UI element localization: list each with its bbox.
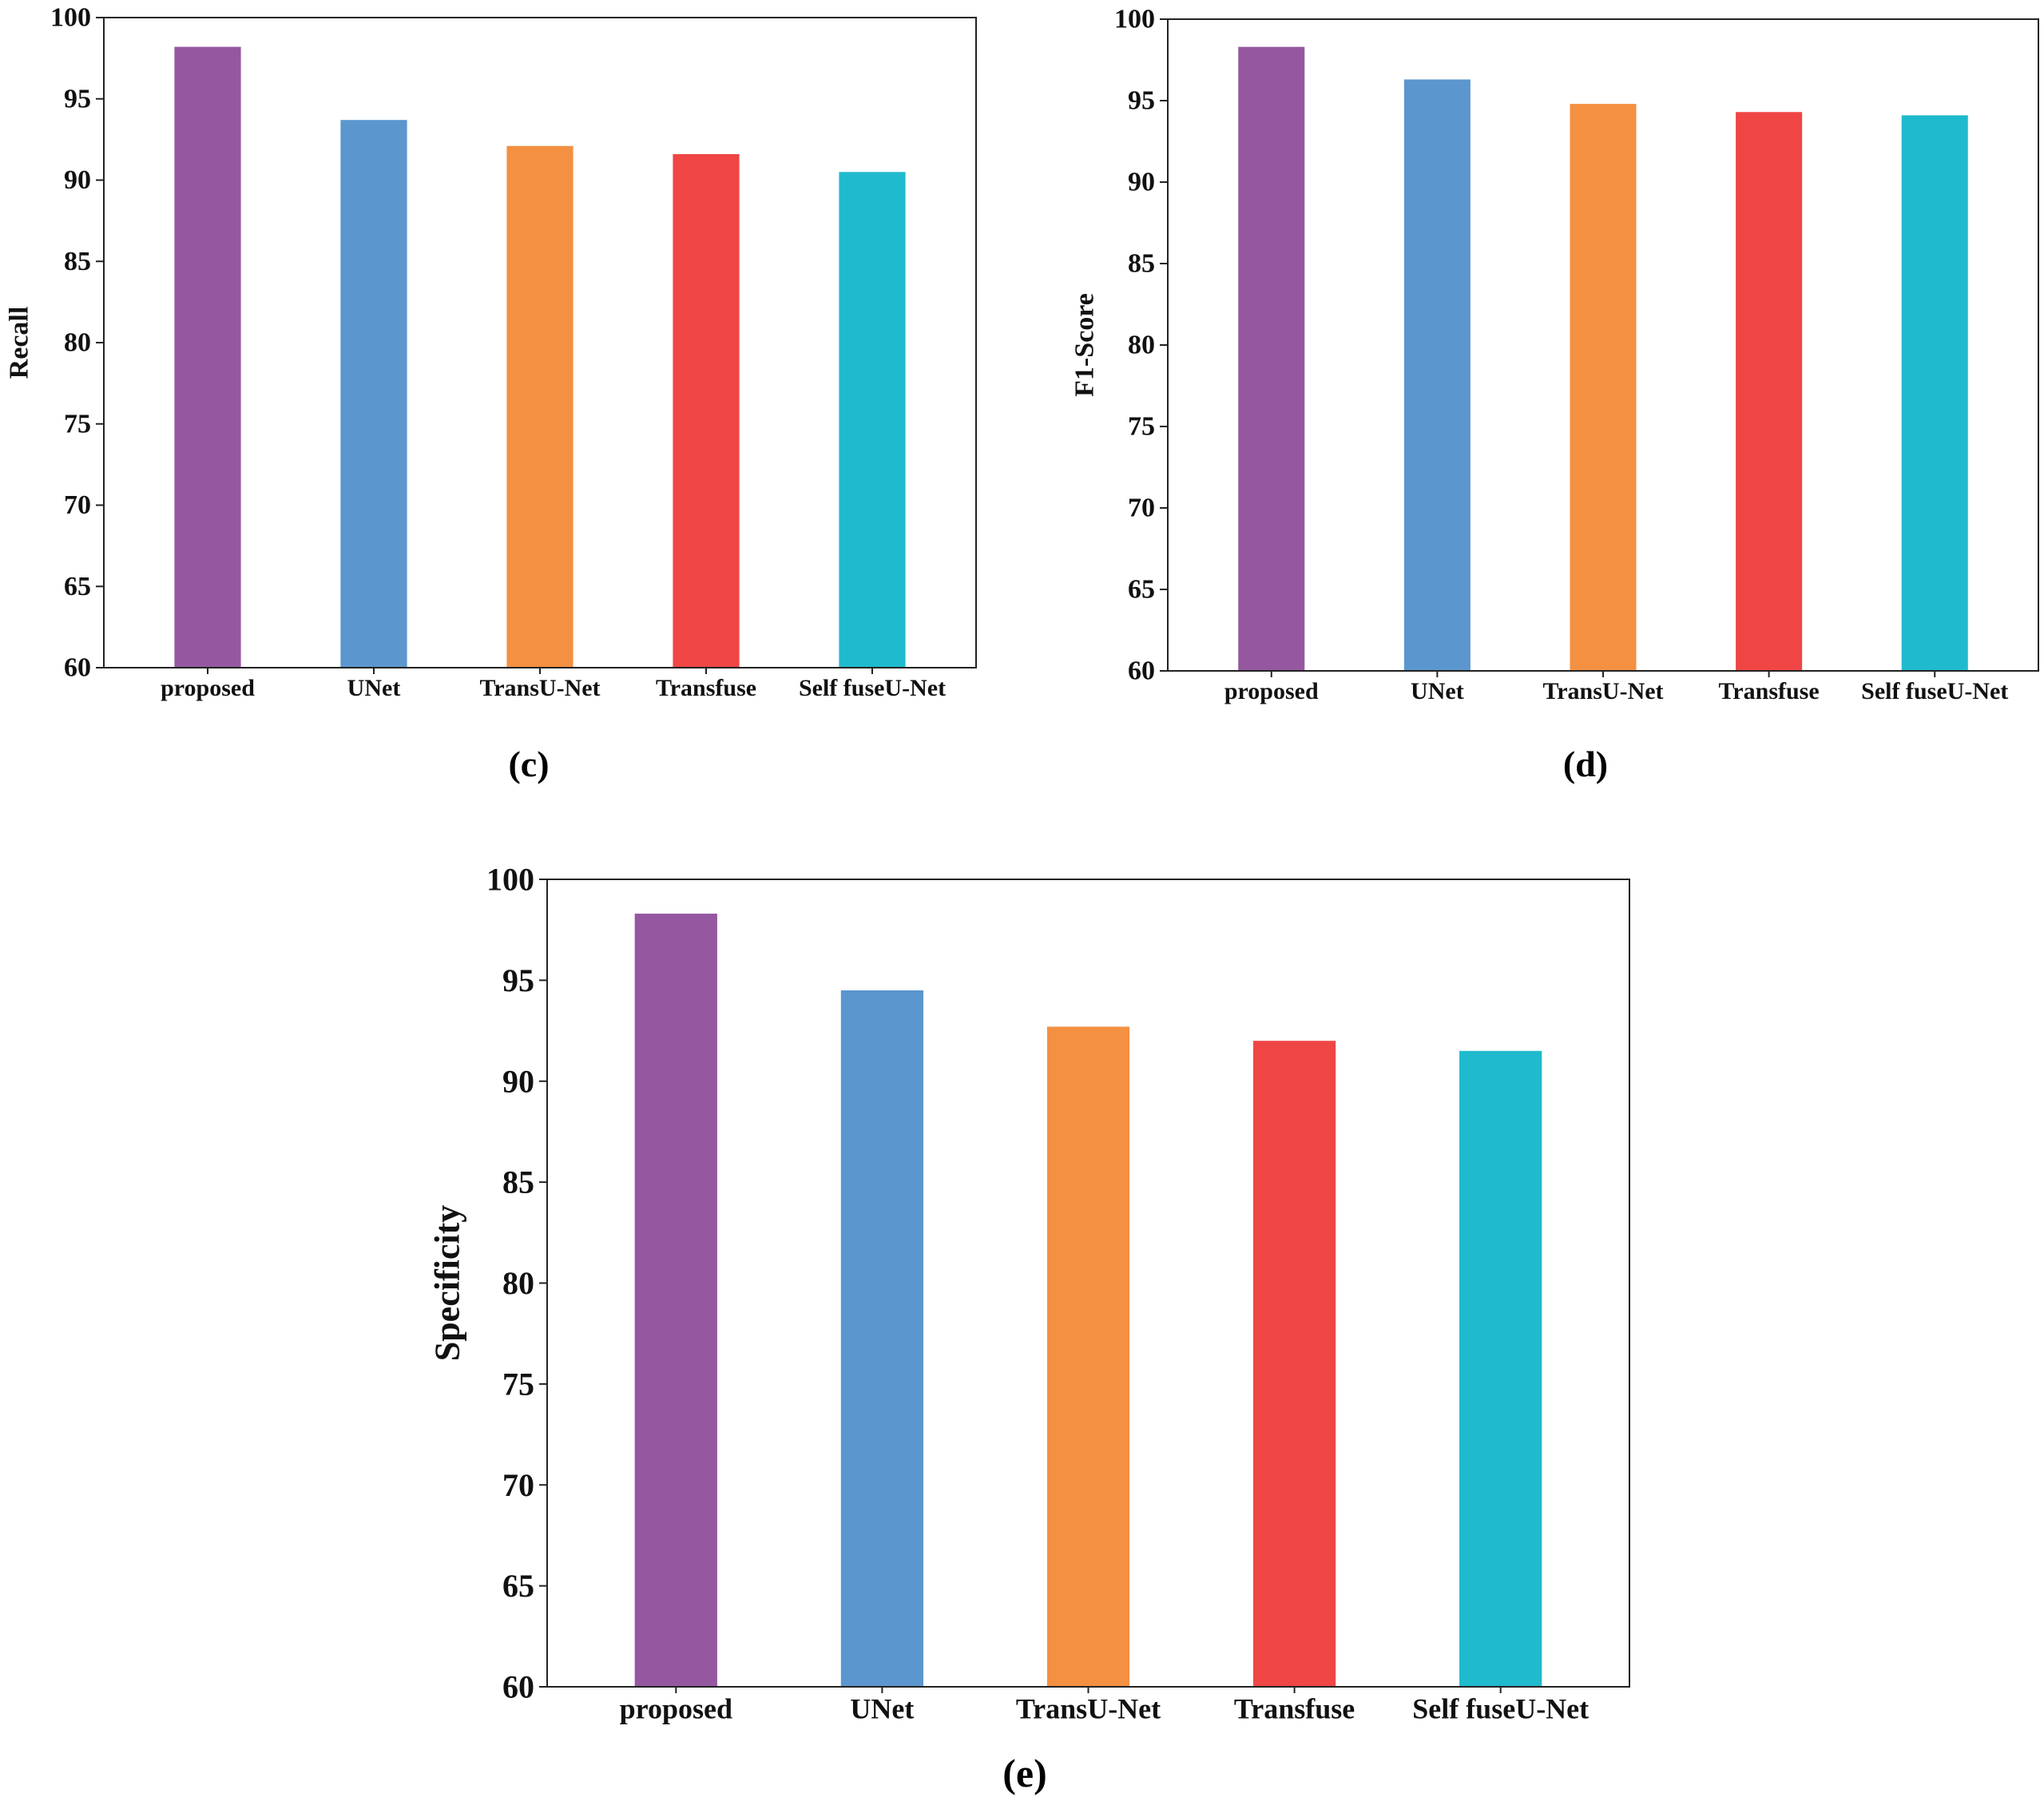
x-tick-label: UNet bbox=[347, 675, 401, 701]
x-tick-label: TransU-Net bbox=[1016, 1693, 1161, 1725]
bar-proposed bbox=[1238, 46, 1305, 672]
y-tick-label: 95 bbox=[64, 84, 91, 113]
x-tick-label: Transfuse bbox=[1719, 678, 1820, 704]
bar-self-fuseu-net bbox=[839, 172, 906, 668]
y-tick-label: 60 bbox=[64, 653, 91, 683]
x-tick-label: TransU-Net bbox=[479, 675, 600, 701]
x-tick-label: proposed bbox=[1224, 678, 1319, 704]
panel-caption: (c) bbox=[508, 744, 549, 784]
bar-proposed bbox=[634, 913, 717, 1687]
y-tick-label: 75 bbox=[1128, 412, 1155, 442]
chart-e: 60 65 70 75 80 85 90 95 100 proposed UNet TransU-Ne… bbox=[428, 862, 1630, 1795]
y-tick-label: 95 bbox=[502, 962, 534, 998]
y-tick-label: 90 bbox=[1128, 168, 1155, 197]
y-tick-label: 90 bbox=[64, 165, 91, 195]
x-tick-label: Transfuse bbox=[1234, 1693, 1355, 1725]
x-tick-label: Self fuseU-Net bbox=[799, 675, 946, 701]
y-tick-label: 70 bbox=[64, 490, 91, 520]
y-tick-label: 80 bbox=[502, 1265, 534, 1301]
bar-transu-net bbox=[506, 145, 574, 668]
y-axis-label: Recall bbox=[5, 307, 34, 379]
y-tick-label: 85 bbox=[1128, 249, 1155, 279]
y-tick-label: 65 bbox=[1128, 575, 1155, 605]
bar-self-fuseu-net bbox=[1901, 115, 1968, 672]
y-tick-label: 95 bbox=[1128, 86, 1155, 116]
x-tick-label: UNet bbox=[1411, 678, 1464, 704]
x-tick-label: TransU-Net bbox=[1542, 678, 1663, 704]
chart-d: 60 65 70 75 80 85 90 95 100 proposed UNet TransU-Ne… bbox=[1070, 5, 2039, 784]
x-tick-label: UNet bbox=[850, 1693, 914, 1725]
y-axis-label: Specificity bbox=[428, 1205, 467, 1362]
bar-transu-net bbox=[1046, 1026, 1130, 1687]
y-tick-label: 90 bbox=[502, 1063, 534, 1099]
y-tick-label: 70 bbox=[1128, 494, 1155, 523]
y-tick-label: 85 bbox=[502, 1164, 534, 1200]
y-tick-label: 75 bbox=[64, 409, 91, 438]
y-tick-label: 100 bbox=[486, 862, 534, 898]
panel-caption: (d) bbox=[1563, 744, 1608, 784]
y-tick-label: 80 bbox=[64, 328, 91, 358]
bar-proposed bbox=[174, 46, 241, 668]
y-tick-label: 100 bbox=[1114, 5, 1155, 34]
y-tick-label: 70 bbox=[502, 1467, 534, 1503]
bar-unet bbox=[1403, 79, 1470, 672]
x-tick-label: Transfuse bbox=[656, 675, 756, 701]
panel-caption: (e) bbox=[1002, 1751, 1047, 1795]
x-tick-label: proposed bbox=[620, 1693, 732, 1725]
bar-unet bbox=[340, 120, 407, 668]
bar-self-fuseu-net bbox=[1459, 1050, 1542, 1687]
bar-transu-net bbox=[1570, 104, 1637, 671]
bar-transfuse bbox=[673, 153, 740, 668]
bar-transfuse bbox=[1252, 1041, 1336, 1687]
bar-transfuse bbox=[1736, 112, 1803, 671]
y-tick-label: 60 bbox=[502, 1669, 534, 1705]
y-tick-label: 60 bbox=[1128, 657, 1155, 686]
y-tick-label: 65 bbox=[502, 1568, 534, 1604]
y-axis-label: F1-Score bbox=[1070, 293, 1100, 397]
x-tick-label: Self fuseU-Net bbox=[1412, 1693, 1589, 1725]
bar-unet bbox=[840, 990, 924, 1687]
x-tick-label: Self fuseU-Net bbox=[1861, 678, 2008, 704]
y-tick-label: 80 bbox=[1128, 331, 1155, 360]
y-tick-label: 65 bbox=[64, 572, 91, 601]
y-tick-label: 100 bbox=[50, 3, 91, 33]
chart-c: 60 65 70 75 80 85 90 95 100 proposed UNet TransU-Ne… bbox=[5, 3, 977, 784]
x-tick-label: proposed bbox=[161, 675, 255, 701]
y-tick-label: 85 bbox=[64, 247, 91, 276]
y-tick-label: 75 bbox=[502, 1366, 534, 1402]
